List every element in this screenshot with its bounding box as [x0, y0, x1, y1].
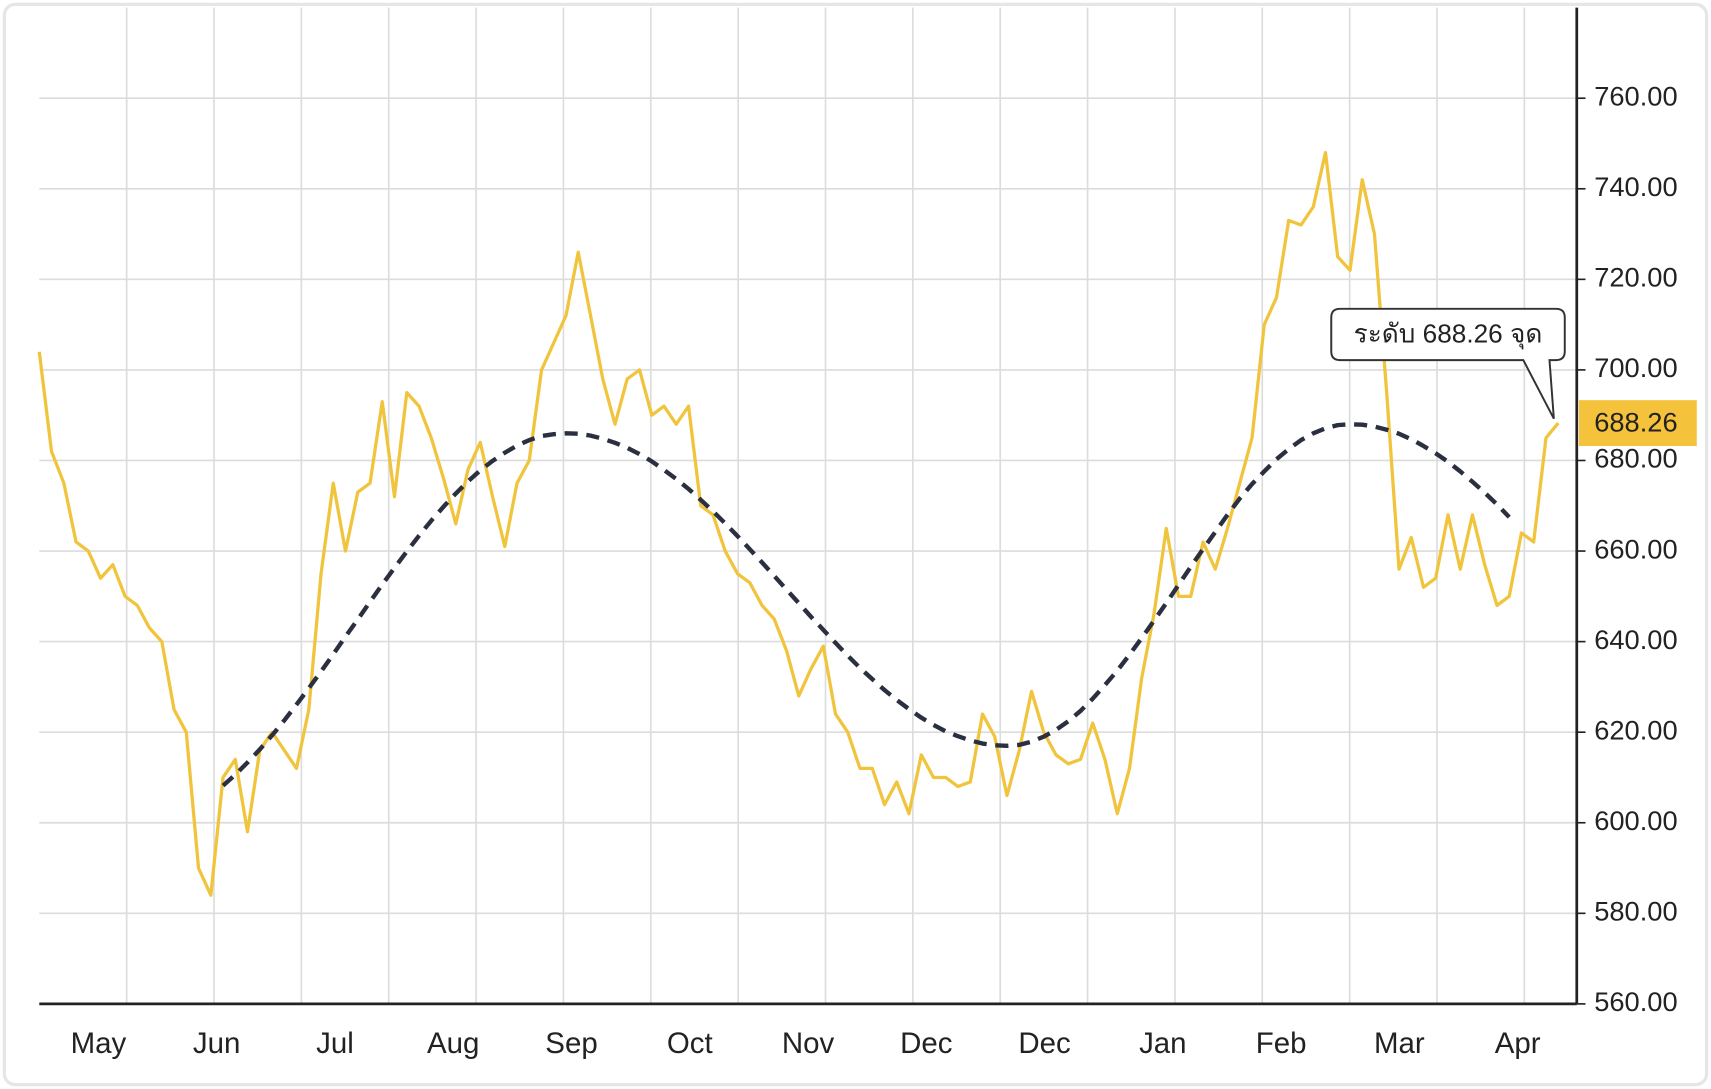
- y-tick-label: 560.00: [1594, 986, 1677, 1017]
- x-tick-label: May: [71, 1027, 127, 1060]
- x-tick-label: Aug: [427, 1027, 479, 1060]
- x-tick-label: Jan: [1139, 1027, 1187, 1060]
- x-tick-label: Jun: [193, 1027, 241, 1060]
- price-line: [37, 150, 1560, 897]
- y-tick-label: 680.00: [1594, 443, 1677, 474]
- y-tick-label: 600.00: [1594, 805, 1677, 836]
- x-tick-label: Jul: [316, 1027, 354, 1060]
- price-tag: 688.26: [1594, 406, 1677, 437]
- y-tick-label: 660.00: [1594, 533, 1677, 564]
- x-tick-label: Dec: [900, 1027, 952, 1060]
- price-tag-box: [1578, 400, 1697, 446]
- x-tick-label: Apr: [1495, 1027, 1541, 1060]
- callout-box: [1330, 307, 1566, 420]
- y-tick-label: 720.00: [1594, 262, 1677, 293]
- y-tick-label: 740.00: [1594, 171, 1677, 202]
- x-tick-label: Sep: [545, 1027, 597, 1060]
- x-tick-label: Nov: [782, 1027, 835, 1060]
- y-tick-label: 760.00: [1594, 80, 1677, 111]
- x-tick-label: Feb: [1256, 1027, 1307, 1060]
- y-tick-label: 700.00: [1594, 352, 1677, 383]
- x-tick-label: Dec: [1018, 1027, 1070, 1060]
- x-tick-label: Mar: [1374, 1027, 1425, 1060]
- trend-line: [221, 422, 1511, 788]
- y-tick-label: 640.00: [1594, 624, 1677, 655]
- y-tick-label: 580.00: [1594, 896, 1677, 927]
- y-tick-label: 620.00: [1594, 714, 1677, 745]
- vertical-grid: [125, 7, 1526, 1004]
- annotation: ระดับ 688.26 จุด: [1354, 318, 1543, 349]
- x-tick-label: Oct: [667, 1027, 713, 1060]
